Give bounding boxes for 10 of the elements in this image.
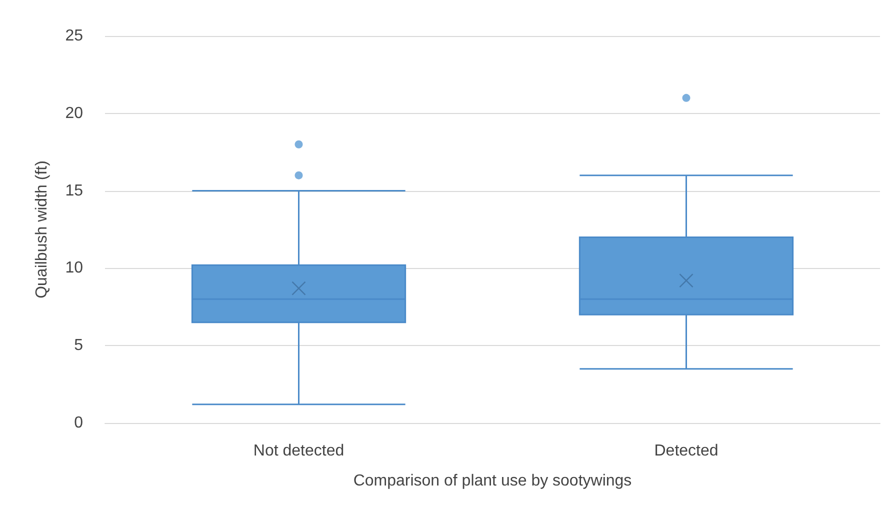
x-tick-label: Not detected [253,442,344,460]
x-tick-label: Detected [654,442,718,460]
y-tick-label: 0 [74,414,84,432]
y-axis-title: Quailbush width (ft) [34,160,50,298]
y-tick-label: 5 [74,337,84,354]
y-tick-label: 20 [65,104,84,122]
y-tick-label: 15 [65,182,84,200]
y-tick-label: 10 [65,260,84,277]
y-tick-label: 25 [65,28,84,44]
x-axis-title: Comparison of plant use by sootywings [353,472,632,490]
